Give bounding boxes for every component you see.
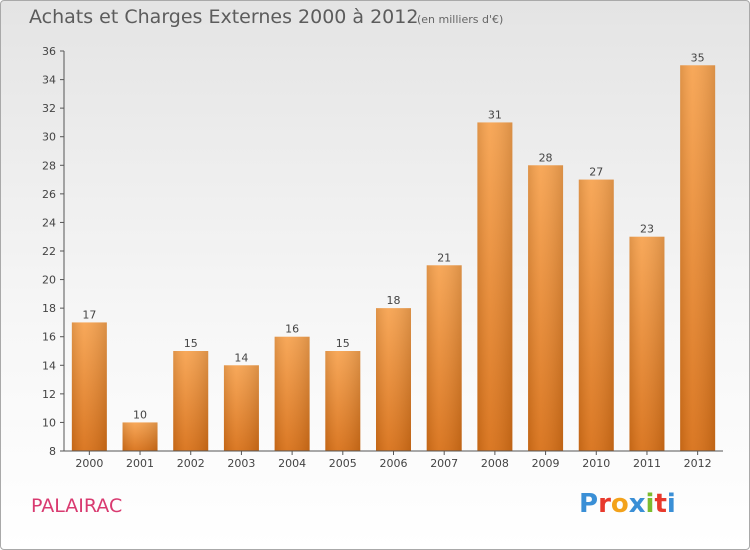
bar-shade — [376, 308, 411, 451]
data-label: 14 — [234, 351, 248, 364]
data-label: 16 — [285, 323, 299, 336]
data-label: 31 — [488, 108, 502, 121]
x-tick-label: 2008 — [481, 457, 509, 470]
y-axis: 8 10 12 14 16 18 20 22 24 26 28 30 32 34 36 — [42, 45, 65, 458]
data-label: 15 — [184, 337, 198, 350]
logo-letter: o — [610, 489, 629, 519]
bar-shade — [477, 122, 513, 451]
y-tick-label: 10 — [42, 416, 56, 429]
data-label: 27 — [589, 166, 603, 179]
logo-letter: t — [654, 489, 667, 519]
x-tick-label: 2005 — [329, 457, 357, 470]
logo-letter: r — [598, 489, 611, 519]
bar-shade — [528, 165, 564, 452]
data-label: 35 — [691, 51, 705, 64]
data-label: 17 — [82, 308, 96, 321]
logo-letter: i — [666, 489, 676, 519]
x-tick-label: 2000 — [75, 457, 103, 470]
data-label: 15 — [336, 337, 350, 350]
x-tick-label: 2003 — [227, 457, 255, 470]
y-tick-label: 28 — [42, 159, 56, 172]
chart-unit: (en milliers d'€) — [417, 13, 504, 26]
x-tick-label: 2004 — [278, 457, 306, 470]
data-label: 28 — [539, 151, 553, 164]
x-tick-label: 2007 — [430, 457, 458, 470]
x-tick-label: 2009 — [532, 457, 560, 470]
y-tick-label: 32 — [42, 102, 56, 115]
bars: 17 10 15 14 16 15 18 21 31 28 27 23 35 — [71, 51, 716, 452]
commune-name: PALAIRAC — [31, 495, 123, 517]
data-label: 21 — [437, 251, 451, 264]
logo-letter: P — [579, 489, 599, 519]
chart-title: Achats et Charges Externes 2000 à 2012 — [29, 6, 419, 28]
bar-shade — [426, 265, 462, 451]
y-tick-label: 16 — [42, 331, 56, 344]
logo-letter: x — [628, 489, 646, 519]
bar-shade — [122, 422, 158, 451]
x-axis: 2000 2001 2002 2003 2004 2005 2006 2007 2008 2009… — [64, 450, 723, 470]
bar-shade — [629, 236, 665, 451]
x-tick-label: 2006 — [380, 457, 408, 470]
x-tick-label: 2001 — [126, 457, 154, 470]
bar-shade — [173, 351, 209, 451]
proxiti-logo: Proxiti — [579, 489, 676, 519]
y-tick-label: 22 — [42, 245, 56, 258]
x-tick-label: 2012 — [684, 457, 712, 470]
logo-letter: i — [645, 489, 655, 519]
bar-shade — [274, 336, 310, 451]
y-tick-label: 12 — [42, 388, 56, 401]
bar-shade — [223, 365, 259, 451]
y-tick-label: 36 — [42, 45, 56, 58]
y-tick-label: 8 — [49, 445, 56, 458]
x-tick-label: 2011 — [633, 457, 661, 470]
y-tick-label: 24 — [42, 216, 56, 229]
y-tick-label: 14 — [42, 359, 56, 372]
bar-shade — [680, 65, 716, 452]
bar-shade — [71, 322, 107, 451]
y-tick-label: 26 — [42, 188, 56, 201]
x-tick-label: 2002 — [177, 457, 205, 470]
y-tick-label: 18 — [42, 302, 56, 315]
y-tick-label: 20 — [42, 274, 56, 287]
bar-shade — [578, 179, 614, 452]
data-label: 18 — [387, 294, 401, 307]
bar-shade — [325, 351, 361, 451]
data-label: 23 — [640, 223, 654, 236]
x-tick-label: 2010 — [582, 457, 610, 470]
y-tick-label: 30 — [42, 131, 56, 144]
y-tick-label: 34 — [42, 74, 56, 87]
data-label: 10 — [133, 408, 147, 421]
